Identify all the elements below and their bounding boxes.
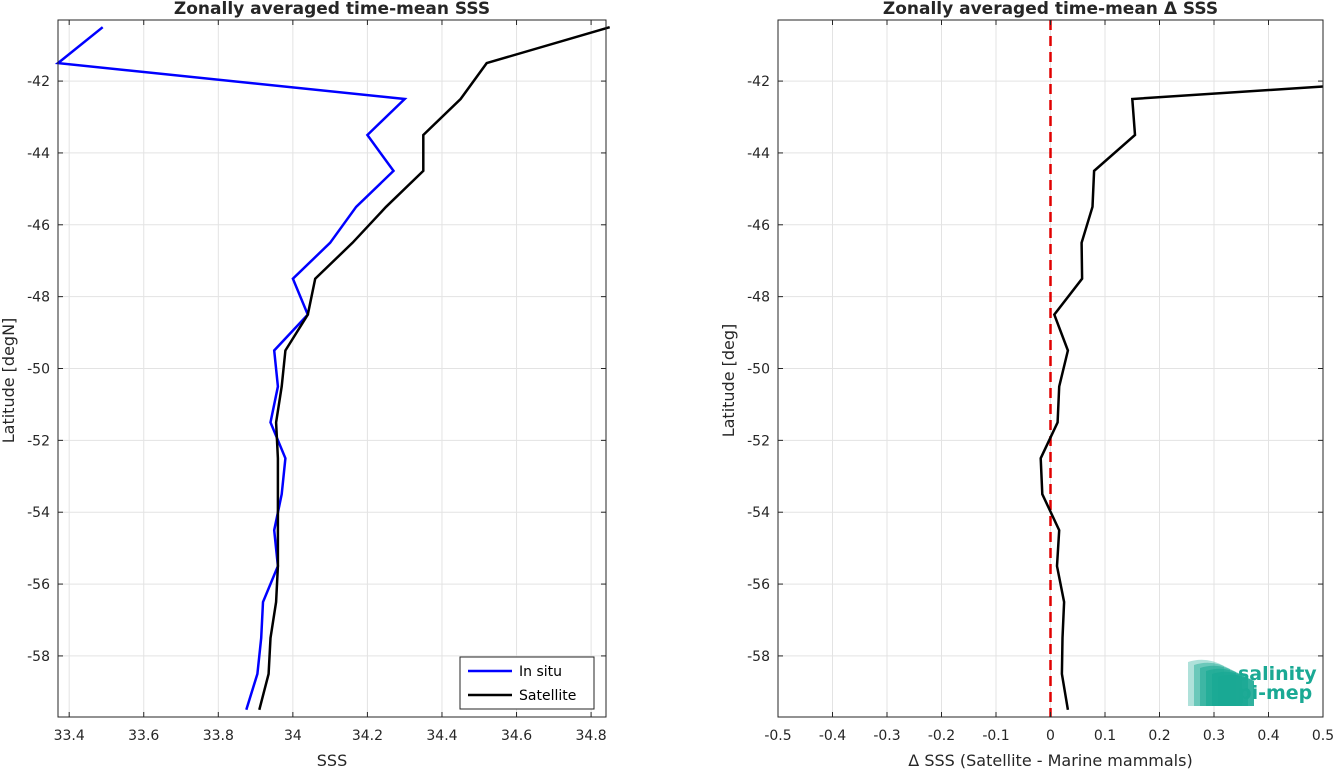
x-tick-label: 0 — [1046, 728, 1055, 744]
y-axis-label: Latitude [degN] — [0, 318, 18, 444]
x-tick-label: -0.3 — [873, 728, 900, 744]
x-tick-label: 0.4 — [1257, 728, 1279, 744]
x-tick-label: 0.3 — [1203, 728, 1225, 744]
y-tick-label: -56 — [747, 577, 770, 593]
y-tick-label: -56 — [27, 577, 50, 593]
logo-line1: salinity — [1238, 663, 1317, 685]
x-tick-label: 0.1 — [1094, 728, 1116, 744]
x-tick-label: 34.8 — [576, 728, 607, 744]
logo-line2: pi-mep — [1238, 682, 1312, 704]
y-tick-label: -44 — [747, 146, 770, 162]
y-tick-label: -54 — [27, 505, 50, 521]
legend-box — [459, 656, 595, 710]
y-tick-label: -58 — [27, 649, 50, 665]
x-tick-label: -0.2 — [928, 728, 955, 744]
y-tick-label: -42 — [27, 74, 50, 90]
x-tick-label: 33.6 — [128, 728, 159, 744]
y-tick-label: -50 — [27, 362, 50, 378]
delta-sss-panel: -0.5 -0.4 -0.3 -0.2 -0.1 0 0.1 0.2 0.3 0.4 0.5 -42 -… — [719, 0, 1334, 770]
x-tick-label: 34 — [284, 728, 302, 744]
x-tick-label: 0.5 — [1312, 728, 1334, 744]
chart-title: Zonally averaged time-mean SSS — [174, 0, 490, 19]
legend-label: Satellite — [519, 688, 576, 704]
x-tick-label: -0.5 — [764, 728, 791, 744]
x-tick-label: 34.4 — [426, 728, 457, 744]
y-tick-label: -58 — [747, 649, 770, 665]
y-tick-label: -46 — [27, 218, 50, 234]
x-axis-label: SSS — [317, 751, 347, 769]
legend: In situ Satellite — [459, 656, 595, 710]
series-line-delta-sss — [1039, 85, 1324, 711]
x-tick-label: -0.4 — [819, 728, 846, 744]
series-line-in-situ — [54, 26, 408, 711]
y-tick-label: -46 — [747, 218, 770, 234]
x-tick-label: 33.4 — [54, 728, 85, 744]
grid — [58, 20, 606, 717]
sss-panel: 33.4 33.6 33.8 34 34.2 34.4 34.6 34.8 -42 -44 -46 -… — [0, 0, 611, 770]
wave-layer — [1218, 674, 1254, 706]
y-tick-label: -42 — [747, 74, 770, 90]
x-tick-label: -0.1 — [982, 728, 1009, 744]
y-axis-label: Latitude [deg] — [719, 324, 738, 438]
y-tick-label: -54 — [747, 505, 770, 521]
x-tick-label: 34.2 — [352, 728, 383, 744]
y-tick-label: -48 — [747, 290, 770, 306]
y-tick-label: -52 — [27, 433, 50, 449]
y-tick-label: -44 — [27, 146, 50, 162]
x-axis-label: Δ SSS (Satellite - Marine mammals) — [908, 751, 1192, 769]
x-tick-label: 34.6 — [501, 728, 532, 744]
legend-label: In situ — [519, 664, 562, 680]
x-tick-label: 0.2 — [1148, 728, 1170, 744]
series-line-satellite — [258, 26, 611, 711]
y-tick-label: -50 — [747, 362, 770, 378]
salinity-wave-icon — [1188, 659, 1254, 706]
y-tick-label: -52 — [747, 433, 770, 449]
x-tick-label: 33.8 — [203, 728, 234, 744]
y-tick-label: -48 — [27, 290, 50, 306]
chart-title: Zonally averaged time-mean Δ SSS — [883, 0, 1218, 19]
